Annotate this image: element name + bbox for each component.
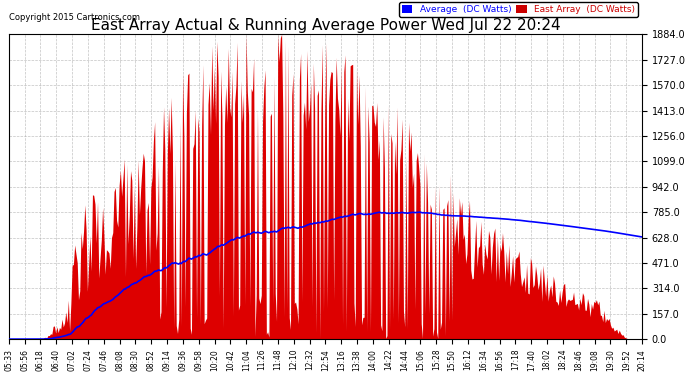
- Text: Copyright 2015 Cartronics.com: Copyright 2015 Cartronics.com: [9, 13, 139, 22]
- Legend: Average  (DC Watts), East Array  (DC Watts): Average (DC Watts), East Array (DC Watts…: [399, 2, 638, 16]
- Title: East Array Actual & Running Average Power Wed Jul 22 20:24: East Array Actual & Running Average Powe…: [90, 18, 560, 33]
